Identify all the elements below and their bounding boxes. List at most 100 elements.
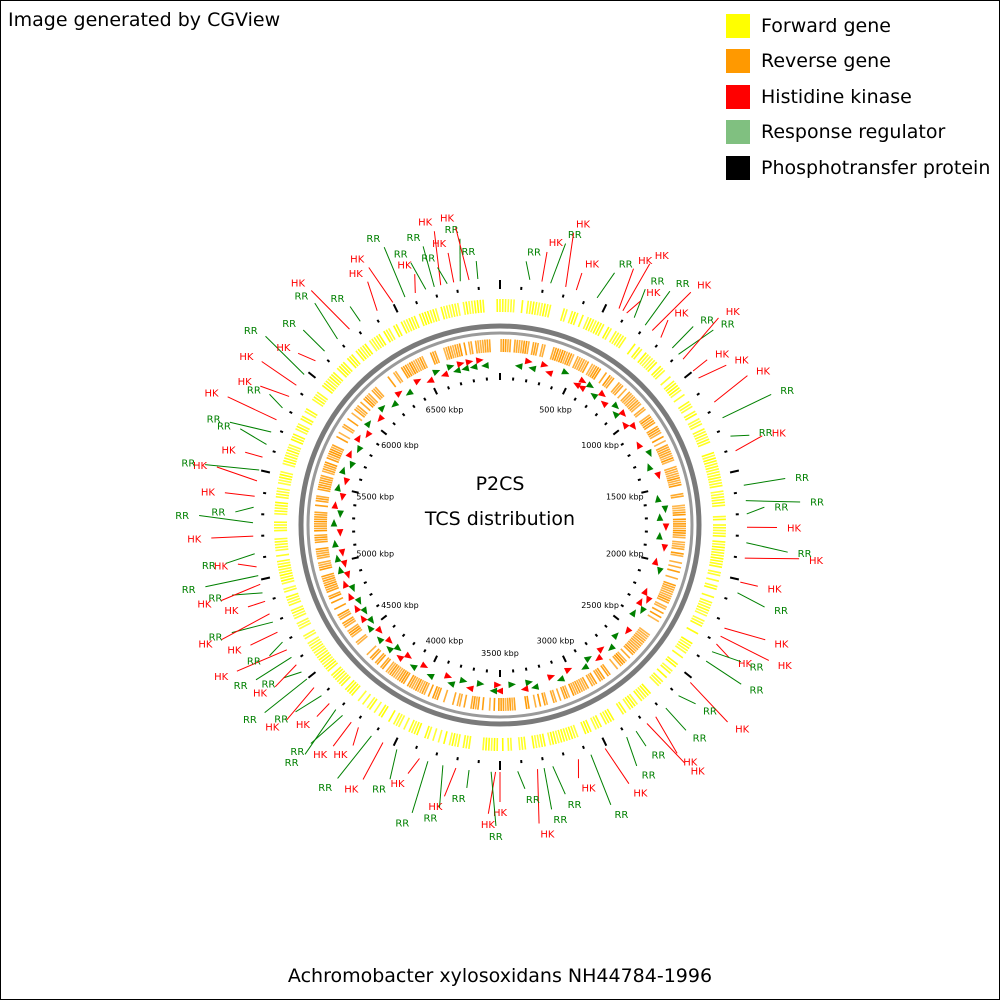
outer-minor-tick	[724, 596, 728, 600]
forward-gene-mark	[281, 579, 295, 585]
reverse-gene-mark	[436, 687, 443, 701]
hk-label: HK	[481, 820, 496, 831]
rr-label: RR	[394, 249, 408, 260]
reverse-gene-mark	[366, 645, 377, 656]
tick-label: 3000 kbp	[537, 636, 575, 645]
reverse-gene-mark	[630, 403, 642, 413]
forward-gene-mark	[437, 729, 443, 743]
outer-major-tick	[260, 469, 271, 474]
rr-label: RR	[209, 632, 223, 643]
outer-minor-tick	[654, 344, 659, 348]
minor-tick	[537, 382, 541, 386]
reverse-gene-mark	[472, 696, 476, 710]
response-regulator-marker	[377, 404, 386, 413]
callout-line	[744, 557, 800, 560]
callout-line	[231, 592, 263, 596]
reverse-gene-mark	[667, 479, 681, 484]
histidine-kinase-marker	[595, 653, 604, 662]
reverse-gene-mark	[559, 350, 566, 364]
rr-label: RR	[489, 832, 503, 843]
legend-swatch	[726, 84, 750, 109]
reverse-gene-mark	[555, 348, 562, 362]
forward-gene-mark	[313, 396, 326, 405]
callout-line	[678, 329, 714, 355]
rr-label: RR	[366, 234, 380, 245]
reverse-gene-mark	[392, 666, 402, 678]
response-regulator-marker	[561, 368, 570, 375]
reverse-gene-mark	[649, 431, 662, 440]
reverse-gene-mark	[338, 431, 351, 440]
forward-gene-mark	[275, 501, 289, 505]
outer-minor-tick	[620, 727, 624, 731]
reverse-gene-mark	[626, 642, 637, 653]
histidine-kinase-marker	[338, 548, 346, 557]
forward-gene-mark	[615, 702, 625, 715]
forward-gene-mark	[336, 367, 348, 378]
legend-label: Reverse gene	[761, 50, 891, 73]
hk-label: HK	[205, 389, 220, 400]
forward-gene-mark	[454, 303, 459, 317]
reverse-gene-mark	[657, 594, 671, 602]
reverse-gene-mark	[613, 654, 624, 666]
forward-gene-mark	[570, 725, 576, 739]
tick-label: 3500 kbp	[481, 649, 519, 658]
hk-label: HK	[683, 757, 698, 768]
outer-major-tick	[392, 737, 399, 747]
major-tick	[433, 387, 438, 395]
forward-gene-mark	[418, 313, 425, 327]
response-regulator-marker	[405, 388, 414, 396]
forward-gene-mark	[680, 636, 693, 645]
reverse-gene-mark	[657, 448, 671, 456]
callout-line	[235, 506, 254, 513]
reverse-gene-mark	[651, 606, 664, 615]
hk-label: HK	[344, 784, 359, 795]
reverse-gene-mark	[486, 339, 489, 353]
reverse-gene-mark	[672, 533, 686, 537]
reverse-gene-mark	[314, 504, 329, 508]
forward-gene-mark	[282, 462, 296, 468]
outer-minor-tick	[716, 430, 721, 434]
forward-gene-mark	[465, 735, 469, 749]
reverse-gene-mark	[632, 635, 644, 646]
rr-label: RR	[243, 715, 257, 726]
reverse-gene-mark	[666, 474, 680, 480]
rr-label: RR	[619, 260, 633, 271]
reverse-gene-mark	[551, 689, 558, 703]
reverse-gene-mark	[470, 695, 474, 709]
outer-minor-tick	[415, 300, 419, 305]
forward-gene-mark	[361, 345, 372, 357]
hk-label: HK	[198, 639, 213, 650]
response-regulator-marker	[337, 510, 344, 519]
reverse-gene-mark	[608, 658, 619, 670]
reverse-gene-mark	[508, 339, 512, 353]
outer-minor-tick	[415, 745, 419, 750]
forward-gene-mark	[712, 534, 726, 538]
reverse-gene-mark	[577, 678, 586, 692]
forward-gene-mark	[482, 299, 485, 313]
forward-gene-mark	[712, 542, 726, 546]
forward-gene-mark	[696, 438, 710, 445]
forward-gene-mark	[589, 717, 597, 730]
reverse-gene-mark	[456, 693, 461, 707]
forward-gene-mark	[301, 415, 314, 424]
reverse-gene-mark	[672, 531, 686, 534]
forward-gene-mark	[276, 490, 290, 494]
reverse-gene-mark	[610, 381, 621, 393]
forward-gene-mark	[509, 737, 513, 751]
outer-minor-tick	[541, 757, 544, 761]
outer-major-tick	[601, 303, 608, 313]
forward-gene-mark	[302, 629, 316, 638]
hk-label: HK	[697, 280, 712, 291]
hk-label: HK	[549, 238, 564, 249]
forward-gene-mark	[509, 299, 513, 313]
hk-label: HK	[774, 640, 789, 651]
reverse-gene-mark	[633, 633, 645, 644]
reverse-gene-mark	[630, 637, 642, 647]
forward-gene-mark	[283, 457, 297, 463]
minor-tick	[412, 641, 416, 646]
forward-gene-mark	[512, 299, 515, 313]
reverse-gene-mark	[665, 472, 679, 478]
forward-gene-mark	[278, 479, 292, 484]
forward-gene-mark	[539, 302, 544, 316]
histidine-kinase-marker	[641, 587, 648, 596]
